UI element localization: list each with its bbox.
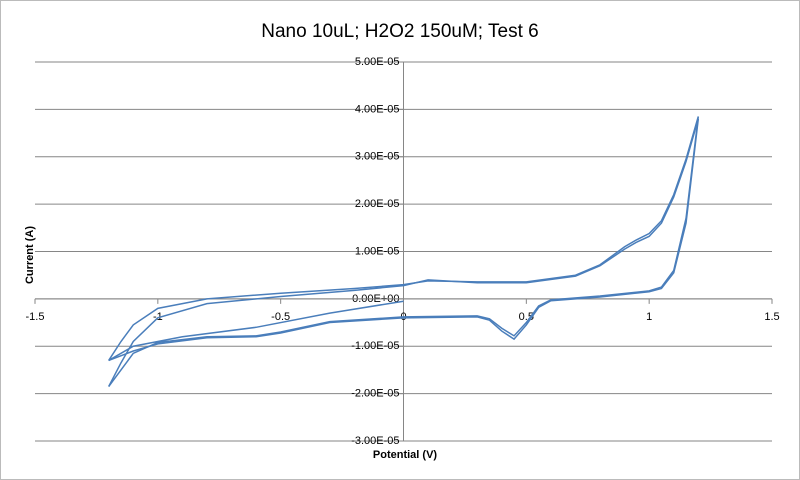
y-tick-label: -3.00E-05 xyxy=(351,435,399,447)
x-tick-label: -1 xyxy=(153,311,163,323)
y-tick-label: -2.00E-05 xyxy=(351,388,399,400)
y-tick-label: 1.00E-05 xyxy=(355,245,400,257)
y-tick-label: 2.00E-05 xyxy=(355,198,400,210)
x-tick-label: 1.5 xyxy=(764,311,779,323)
chart-title: Nano 10uL; H2O2 150uM; Test 6 xyxy=(261,21,538,42)
y-tick-label: -1.00E-05 xyxy=(351,340,399,352)
y-tick-label: 4.00E-05 xyxy=(355,103,400,115)
y-tick-label: 5.00E-05 xyxy=(355,56,400,68)
x-tick-label: 1 xyxy=(646,311,652,323)
x-tick-label: -0.5 xyxy=(271,311,290,323)
data-line xyxy=(108,116,700,387)
x-tick-label: -1.5 xyxy=(26,311,45,323)
data-line xyxy=(108,118,700,387)
y-tick-label: 3.00E-05 xyxy=(355,151,400,163)
y-axis-title: Current (A) xyxy=(24,226,36,284)
x-axis-title: Potential (V) xyxy=(373,449,438,461)
